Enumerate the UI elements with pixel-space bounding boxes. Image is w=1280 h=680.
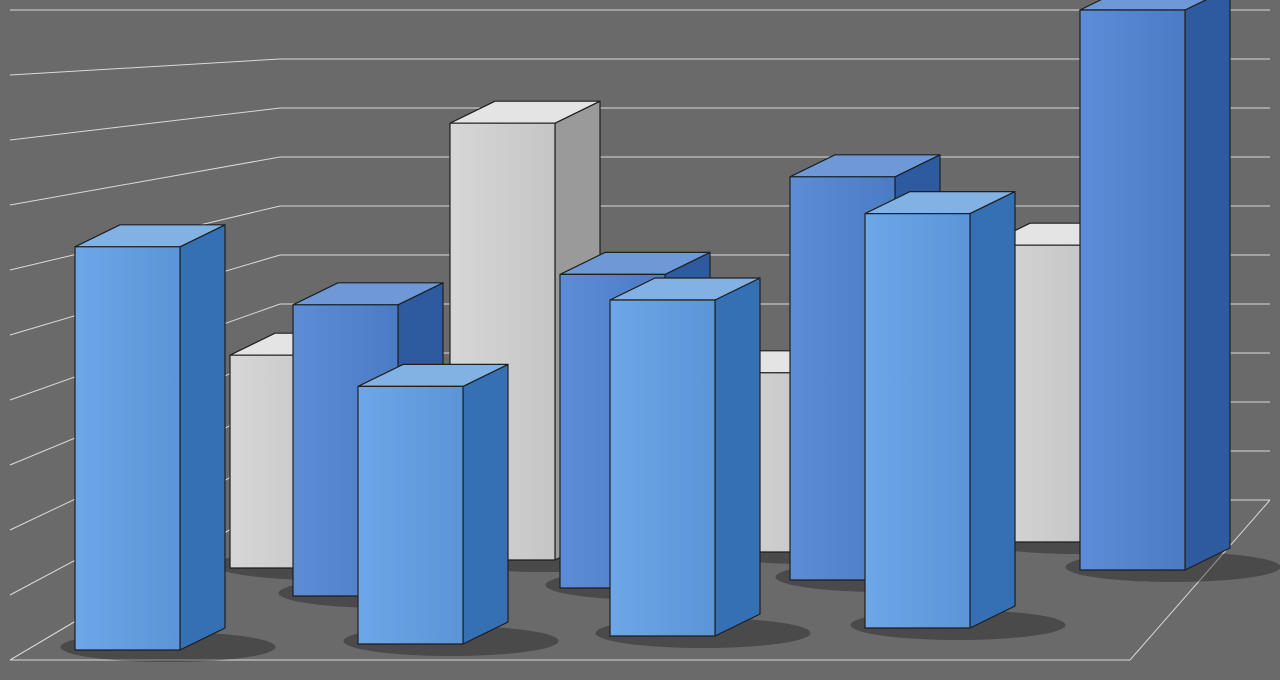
bar-chart-3d bbox=[0, 0, 1280, 680]
bar-front bbox=[1080, 10, 1185, 570]
bar-front bbox=[610, 300, 715, 636]
bar-side bbox=[970, 192, 1015, 628]
bar-front bbox=[358, 386, 463, 644]
bar-side bbox=[1185, 0, 1230, 570]
bar-side bbox=[715, 278, 760, 636]
bar-side bbox=[180, 225, 225, 650]
bar-front bbox=[75, 247, 180, 650]
bar-front bbox=[865, 214, 970, 628]
bar-side bbox=[463, 364, 508, 644]
